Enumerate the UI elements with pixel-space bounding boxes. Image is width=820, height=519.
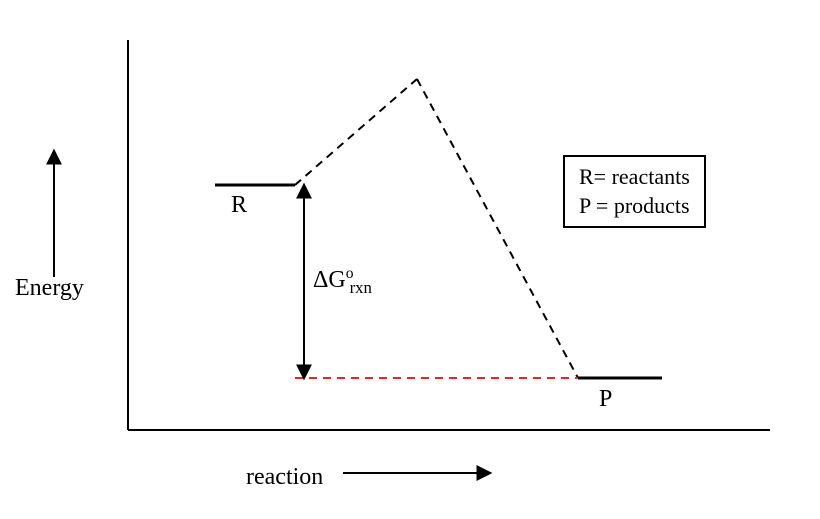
delta-g-base: ΔG <box>313 267 346 293</box>
legend-line-2: P = products <box>579 192 690 221</box>
reactant-label: R <box>231 192 247 219</box>
fall-dashed-line <box>417 79 578 378</box>
rise-dashed-line <box>295 79 417 185</box>
diagram-svg <box>0 0 820 519</box>
legend-box: R= reactants P = products <box>563 155 706 228</box>
delta-g-label: ΔGorxn <box>313 265 372 298</box>
delta-g-sub: rxn <box>350 278 372 297</box>
energy-axis-label: Energy <box>15 275 84 302</box>
legend-line-1: R= reactants <box>579 163 690 192</box>
product-label: P <box>599 386 612 413</box>
reaction-axis-label: reaction <box>246 464 323 491</box>
